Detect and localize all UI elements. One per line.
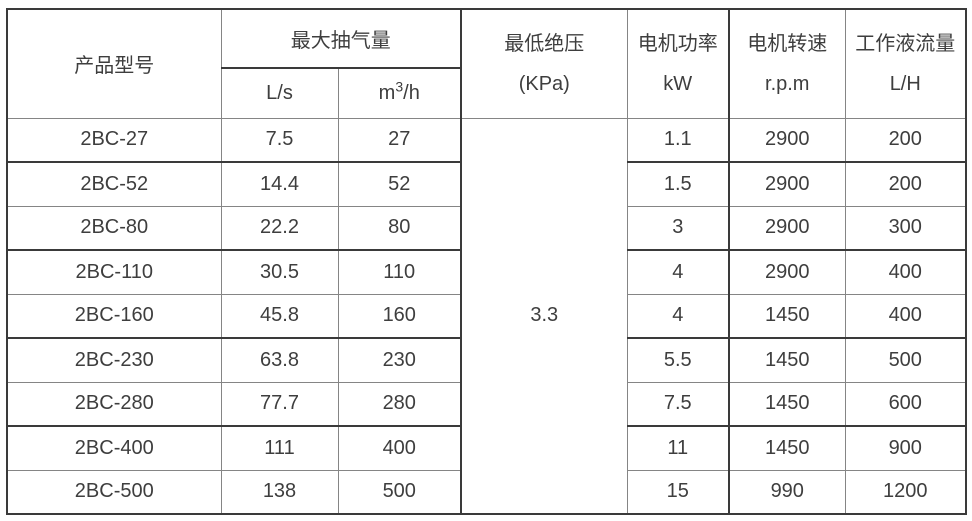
model-cell: 2BC-500 (6, 469, 222, 515)
model-cell: 2BC-160 (6, 293, 222, 339)
motor-speed-cell: 1450 (728, 293, 846, 339)
motor-speed-cell: 990 (728, 469, 846, 515)
motor-power-cell: 4 (626, 249, 730, 295)
header-fluid-flow: 工作液流量 L/H (844, 8, 967, 119)
capacity-m3h-cell: 27 (337, 117, 462, 163)
fluid-flow-cell: 300 (844, 205, 967, 251)
motor-power-cell: 1.5 (626, 161, 730, 207)
fluid-flow-cell: 400 (844, 293, 967, 339)
motor-speed-cell: 1450 (728, 425, 846, 471)
header-min-pressure-line2: (KPa) (518, 72, 570, 95)
capacity-ls-cell: 45.8 (220, 293, 339, 339)
table-row: 2BC-400 111 400 11 1450 900 (6, 425, 967, 471)
fluid-flow-cell: 200 (844, 117, 967, 163)
model-cell: 2BC-280 (6, 381, 222, 427)
table-row: 2BC-80 22.2 80 3 2900 300 (6, 205, 967, 251)
motor-power-cell: 15 (626, 469, 730, 515)
header-min-pressure: 最低绝压 (KPa) (460, 8, 628, 119)
capacity-m3h-cell: 52 (337, 161, 462, 207)
capacity-m3h-cell: 110 (337, 249, 462, 295)
model-cell: 2BC-230 (6, 337, 222, 383)
capacity-ls-cell: 7.5 (220, 117, 339, 163)
table-row: 2BC-27 7.5 27 3.3 1.1 2900 200 (6, 117, 967, 515)
motor-speed-cell: 2900 (728, 205, 846, 251)
capacity-ls-cell: 138 (220, 469, 339, 515)
capacity-m3h-cell: 80 (337, 205, 462, 251)
capacity-ls-cell: 22.2 (220, 205, 339, 251)
fluid-flow-cell: 900 (844, 425, 967, 471)
capacity-ls-cell: 77.7 (220, 381, 339, 427)
header-unit-ls: L/s (220, 67, 339, 119)
header-motor-speed-line2: r.p.m (765, 72, 810, 95)
table-row: 2BC-52 14.4 52 1.5 2900 200 (6, 161, 967, 207)
capacity-m3h-cell: 500 (337, 469, 462, 515)
header-min-pressure-line1: 最低绝压 (504, 32, 585, 55)
min-pressure-merged-cell: 3.3 (460, 117, 628, 515)
motor-speed-cell: 2900 (728, 249, 846, 295)
header-product-model: 产品型号 (6, 8, 222, 119)
capacity-ls-cell: 111 (220, 425, 339, 471)
motor-speed-cell: 2900 (728, 117, 846, 163)
unit-m3h-base: m (378, 81, 396, 104)
model-cell: 2BC-80 (6, 205, 222, 251)
fluid-flow-cell: 400 (844, 249, 967, 295)
motor-power-cell: 1.1 (626, 117, 730, 163)
model-cell: 2BC-110 (6, 249, 222, 295)
capacity-m3h-cell: 230 (337, 337, 462, 383)
capacity-m3h-cell: 280 (337, 381, 462, 427)
header-motor-speed: 电机转速 r.p.m (728, 8, 846, 119)
motor-power-cell: 5.5 (626, 337, 730, 383)
table-row: 2BC-280 77.7 280 7.5 1450 600 (6, 381, 967, 427)
table-row: 2BC-500 138 500 15 990 1200 (6, 469, 967, 515)
motor-speed-cell: 1450 (728, 337, 846, 383)
header-motor-speed-line1: 电机转速 (747, 32, 828, 55)
spec-table: 产品型号 最大抽气量 最低绝压 (KPa) 电机功率 kW 电机转速 r.p.m… (6, 8, 967, 515)
header-fluid-flow-line1: 工作液流量 (855, 32, 956, 55)
header-fluid-flow-line2: L/H (889, 72, 921, 95)
table-row: 2BC-160 45.8 160 4 1450 400 (6, 293, 967, 339)
motor-power-cell: 7.5 (626, 381, 730, 427)
capacity-ls-cell: 63.8 (220, 337, 339, 383)
header-unit-m3h: m3/h (337, 67, 462, 119)
fluid-flow-cell: 1200 (844, 469, 967, 515)
capacity-m3h-cell: 400 (337, 425, 462, 471)
header-motor-power-line1: 电机功率 (637, 32, 718, 55)
fluid-flow-cell: 500 (844, 337, 967, 383)
motor-power-cell: 11 (626, 425, 730, 471)
capacity-ls-cell: 14.4 (220, 161, 339, 207)
header-max-capacity: 最大抽气量 (220, 8, 462, 69)
header-motor-power: 电机功率 kW (626, 8, 730, 119)
capacity-ls-cell: 30.5 (220, 249, 339, 295)
motor-power-cell: 4 (626, 293, 730, 339)
fluid-flow-cell: 200 (844, 161, 967, 207)
model-cell: 2BC-400 (6, 425, 222, 471)
motor-speed-cell: 2900 (728, 161, 846, 207)
motor-speed-cell: 1450 (728, 381, 846, 427)
capacity-m3h-cell: 160 (337, 293, 462, 339)
model-cell: 2BC-52 (6, 161, 222, 207)
model-cell: 2BC-27 (6, 117, 222, 163)
fluid-flow-cell: 600 (844, 381, 967, 427)
unit-m3h-sup: 3 (395, 78, 404, 95)
unit-m3h-tail: /h (403, 81, 420, 104)
motor-power-cell: 3 (626, 205, 730, 251)
header-motor-power-line2: kW (663, 72, 693, 95)
